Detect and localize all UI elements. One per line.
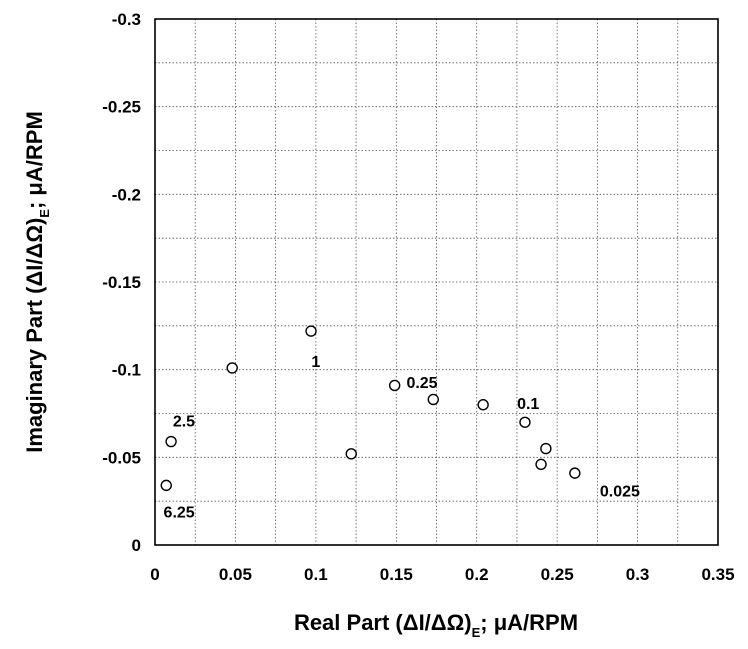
data-point: [477, 399, 489, 411]
x-axis-label-main: Real Part (ΔI/ΔΩ): [294, 610, 472, 635]
y-tick-label: -0.1: [112, 361, 141, 380]
y-axis-label-tail: ; μA/RPM: [22, 111, 47, 209]
point-annotation: 1: [311, 354, 320, 371]
y-tick-label: -0.05: [102, 448, 141, 467]
y-tick-label: 0: [132, 536, 141, 555]
data-point: [388, 379, 401, 392]
data-point: [427, 393, 439, 406]
x-axis-label-tail: ; μA/RPM: [480, 610, 578, 635]
data-point: [535, 458, 547, 471]
x-tick-label: 0.15: [380, 565, 413, 584]
grid: [155, 19, 718, 545]
x-tick-label: 0.35: [701, 565, 734, 584]
x-tick-label: 0.3: [626, 565, 650, 584]
data-points: [160, 325, 581, 492]
x-tick-label: 0.25: [541, 565, 574, 584]
data-point: [160, 479, 172, 492]
y-tick-label: -0.2: [112, 185, 141, 204]
x-tick-label: 0.05: [219, 565, 252, 584]
tick-labels: 0 0.05 0.1 0.15 0.2 0.25 0.3 0.35 0 -0.05 -0.1 -0.1…: [102, 10, 734, 584]
point-annotation: 0.25: [406, 375, 437, 392]
y-tick-label: -0.15: [102, 273, 141, 292]
data-point: [540, 442, 552, 455]
y-axis-label: Imaginary Part (ΔI/ΔΩ)E; μA/RPM: [22, 111, 52, 453]
y-axis-label-sub: E: [37, 209, 52, 218]
x-tick-label: 0.2: [465, 565, 489, 584]
y-tick-label: -0.3: [112, 10, 141, 29]
data-point: [305, 325, 317, 337]
data-point: [165, 435, 177, 448]
point-annotation: 2.5: [173, 414, 195, 431]
x-axis-label-sub: E: [472, 625, 481, 640]
point-annotation: 0.1: [517, 396, 539, 413]
data-point: [569, 467, 581, 479]
data-point: [519, 416, 531, 428]
annotations: 6.25 2.5 1 0.25 0.1 0.025: [164, 354, 640, 522]
point-annotation: 0.025: [600, 484, 640, 501]
data-point: [226, 362, 238, 374]
x-tick-label: 0: [150, 565, 159, 584]
plot-frame: [154, 18, 719, 546]
data-point: [345, 448, 357, 460]
point-annotation: 6.25: [164, 505, 195, 522]
y-axis-label-main: Imaginary Part (ΔI/ΔΩ): [22, 218, 47, 453]
x-axis-label: Real Part (ΔI/ΔΩ)E; μA/RPM: [294, 610, 578, 640]
x-tick-label: 0.1: [304, 565, 328, 584]
y-tick-label: -0.25: [102, 98, 141, 117]
